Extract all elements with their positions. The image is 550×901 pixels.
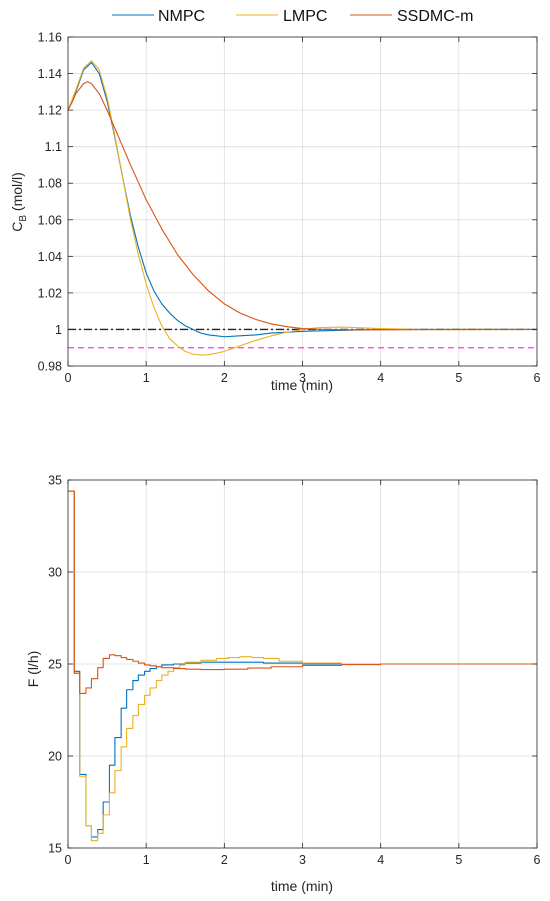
- x-axis-label: time (min): [271, 878, 333, 894]
- y-axis-label-main: C: [9, 222, 25, 232]
- y-tick-label: 0.98: [38, 360, 62, 374]
- x-tick-label: 6: [534, 371, 541, 385]
- series-line-ssdmc-m: [67, 81, 537, 331]
- x-tick-label: 3: [299, 371, 306, 385]
- x-tick-label: 0: [65, 853, 72, 867]
- y-tick-label: 30: [48, 566, 62, 580]
- legend-label-lmpc: LMPC: [283, 8, 327, 25]
- x-tick-label: 0: [65, 371, 72, 385]
- x-tick-label: 4: [377, 371, 384, 385]
- y-tick-label: 15: [48, 842, 62, 856]
- tick-marks: [67, 479, 538, 849]
- y-tick-label: 1.1: [45, 140, 62, 154]
- x-tick-label: 1: [143, 371, 150, 385]
- chart-concentration: 0 1 2 3 4 5 6 0.98 1 1.02 1.04 1.06 1.08 1.1 1.12 1.14 1…: [9, 31, 541, 394]
- x-tick-label: 4: [377, 853, 384, 867]
- y-tick-label: 1.16: [38, 31, 62, 45]
- tick-labels: 0 1 2 3 4 5 6 15 20 25 30 35: [48, 474, 540, 868]
- x-tick-label: 5: [455, 853, 462, 867]
- x-tick-label: 2: [221, 371, 228, 385]
- tick-marks: [67, 36, 538, 367]
- x-tick-label: 1: [143, 853, 150, 867]
- y-axis-label: F (l/h): [25, 651, 41, 688]
- legend-label-ssdmc: SSDMC-m: [397, 8, 473, 25]
- tick-labels: 0 1 2 3 4 5 6 0.98 1 1.02 1.04 1.06 1.08 1.1 1.12 1.14 1…: [38, 31, 541, 386]
- y-tick-label: 35: [48, 474, 62, 488]
- x-tick-label: 2: [221, 853, 228, 867]
- y-tick-label: 20: [48, 750, 62, 764]
- y-tick-label: 25: [48, 658, 62, 672]
- y-tick-label: 1.08: [38, 177, 62, 191]
- x-tick-label: 6: [534, 853, 541, 867]
- y-tick-label: 1.06: [38, 213, 62, 227]
- series-line-lmpc: [68, 490, 537, 842]
- y-tick-label: 1.04: [38, 250, 62, 264]
- y-tick-label: 1.14: [38, 67, 62, 81]
- series-line-lmpc: [67, 60, 538, 356]
- y-axis-label-unit: (mol/l): [9, 172, 25, 215]
- y-axis-label-sub: B: [18, 215, 29, 222]
- y-axis-label: CB (mol/l): [9, 172, 29, 232]
- chart-flow: 0 1 2 3 4 5 6 15 20 25 30 35 time (min) F (l/h): [25, 474, 541, 895]
- y-tick-label: 1.02: [38, 286, 62, 300]
- series-line-ssdmc-m: [68, 490, 537, 694]
- x-axis-label: time (min): [271, 377, 333, 393]
- x-tick-label: 3: [299, 853, 306, 867]
- series-lines: [68, 490, 537, 842]
- y-tick-label: 1.12: [38, 104, 62, 118]
- legend: NMPC LMPC SSDMC-m: [112, 8, 473, 25]
- legend-label-nmpc: NMPC: [158, 8, 205, 25]
- series-lines: [67, 60, 538, 356]
- y-tick-label: 1: [55, 323, 62, 337]
- grid-lines: [68, 37, 537, 366]
- x-tick-label: 5: [455, 371, 462, 385]
